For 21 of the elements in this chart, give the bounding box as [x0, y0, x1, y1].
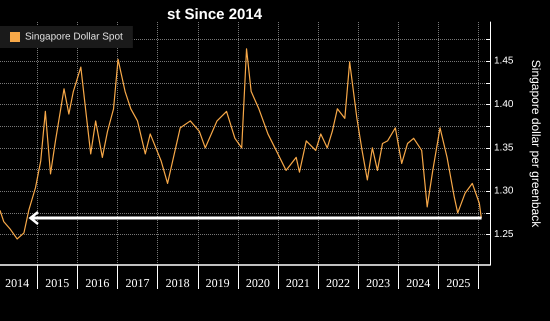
x-tick-label: 2016	[85, 276, 110, 290]
x-tick-label: 2023	[366, 276, 390, 290]
y-tick-label: 1.35	[494, 142, 514, 154]
x-tick-label: 2020	[246, 276, 270, 290]
y-tick-label: 1.40	[494, 98, 514, 110]
x-tick-label: 2017	[125, 276, 150, 290]
y-tick-label: 1.30	[494, 186, 514, 197]
x-tick-label: 2014	[5, 276, 30, 290]
line-series	[0, 48, 482, 240]
x-tick-label: 2024	[406, 276, 430, 290]
x-tick-label: 2015	[45, 276, 70, 290]
x-tick-label: 2018	[166, 276, 190, 290]
legend-label: Singapore Dollar Spot	[25, 32, 124, 42]
y-tick-label: 1.45	[494, 56, 514, 67]
x-tick-label: 2021	[286, 276, 310, 290]
x-tick-label: 2025	[446, 276, 470, 290]
y-axis-title: Singapore dollar per greenback	[529, 60, 543, 228]
chart-title: st Since 2014	[167, 6, 263, 23]
x-tick-label: 2019	[206, 276, 230, 290]
y-tick-label: 1.25	[494, 229, 514, 240]
x-tick-label: 2022	[326, 276, 350, 290]
